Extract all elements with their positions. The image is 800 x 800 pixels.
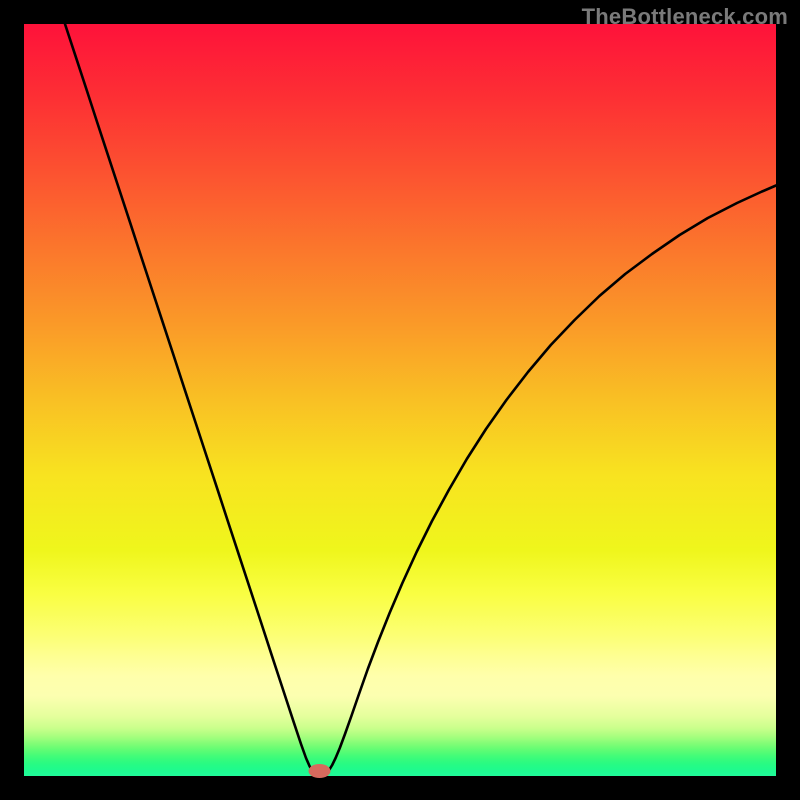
bottleneck-chart [0, 0, 800, 800]
minimum-marker [309, 764, 331, 778]
watermark-label: TheBottleneck.com [582, 4, 788, 30]
chart-container: TheBottleneck.com [0, 0, 800, 800]
plot-area [24, 24, 776, 776]
